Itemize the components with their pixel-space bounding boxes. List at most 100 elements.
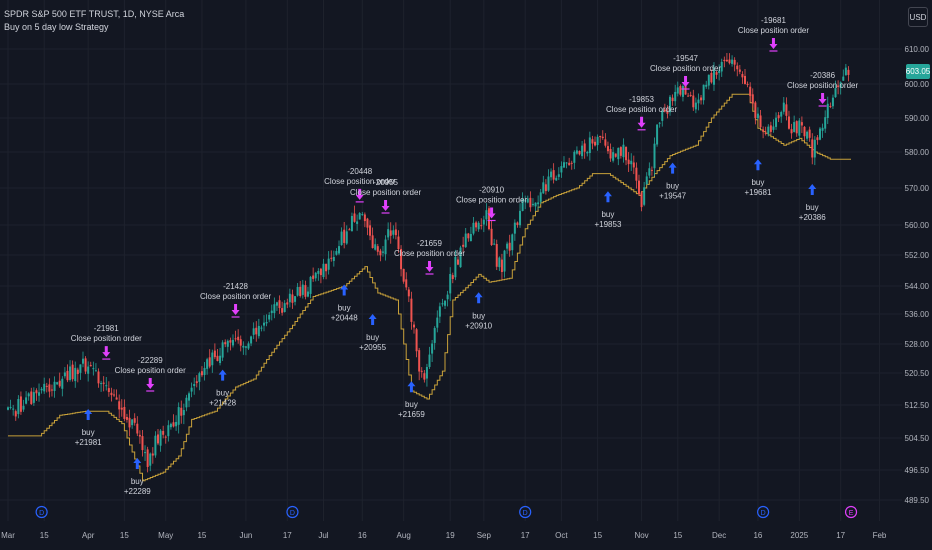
event-circle: [35, 505, 48, 519]
price-tick-label: 580.00: [905, 148, 930, 157]
candle-body: [775, 117, 778, 127]
close-quantity: -20386: [810, 71, 835, 80]
event-symbol: D: [523, 510, 528, 517]
candle: [819, 126, 822, 141]
candle-body: [560, 166, 563, 173]
candle-body: [263, 322, 266, 326]
candle: [131, 419, 134, 429]
candle: [707, 74, 710, 90]
candle: [420, 367, 423, 378]
candle-body: [694, 102, 697, 110]
candle-body: [144, 452, 147, 454]
candle-body: [671, 97, 674, 102]
candle: [50, 384, 53, 397]
price-tick-label: 560.00: [905, 221, 930, 230]
candle: [275, 301, 278, 312]
candle-body: [420, 370, 423, 372]
candle-body: [606, 146, 609, 152]
dividend-event-icon[interactable]: D: [519, 505, 532, 519]
candle: [746, 81, 749, 88]
candle-body: [84, 358, 87, 372]
currency-button[interactable]: USD: [908, 7, 928, 27]
candle-body: [728, 59, 731, 64]
candle: [764, 126, 767, 136]
candle-body: [601, 136, 604, 139]
candle: [697, 93, 700, 111]
candle: [596, 134, 599, 151]
close-label: Close position order: [606, 105, 677, 114]
candle: [594, 136, 597, 147]
candle-body: [56, 382, 59, 385]
candle-body: [839, 82, 842, 88]
close-label: Close position order: [71, 334, 142, 343]
candle: [128, 409, 131, 437]
candle: [97, 368, 100, 388]
candle-body: [304, 285, 307, 297]
candle-body: [244, 346, 247, 348]
buy-quantity: +19681: [744, 188, 771, 197]
candle-body: [480, 225, 483, 227]
candle: [7, 406, 9, 411]
candle: [369, 220, 372, 241]
candle-body: [283, 303, 286, 313]
time-axis[interactable]: Mar 15 Apr 15 May 15 Jun 17 Jul 16 Aug 19 Sep 17 Oct 15…: [1, 531, 887, 540]
candle-body: [529, 197, 532, 208]
candle: [182, 403, 185, 425]
candle-body: [118, 401, 121, 410]
candle-body: [394, 229, 397, 236]
candle-body: [58, 380, 61, 387]
candle-body: [74, 367, 77, 382]
candle-body: [666, 111, 669, 114]
price-axis[interactable]: 610.00 600.00 590.00 580.00 570.00 560.00 552.…: [902, 0, 932, 550]
candle-body: [299, 286, 302, 297]
candle-body: [462, 244, 465, 247]
buy-marker: buy+20448: [331, 284, 358, 323]
candle: [725, 52, 728, 62]
candle: [785, 97, 788, 121]
candle: [588, 131, 591, 161]
candle-body: [746, 83, 749, 85]
candle-body: [27, 393, 30, 397]
candle-body: [736, 65, 739, 70]
candle-body: [22, 405, 25, 410]
candle-body: [759, 115, 762, 128]
dividend-event-icon[interactable]: D: [286, 505, 299, 519]
candle: [715, 71, 718, 79]
candle: [487, 206, 490, 231]
candle: [712, 62, 715, 91]
candle-body: [503, 250, 506, 272]
buy-marker: buy+19853: [594, 191, 622, 229]
candle-body: [45, 385, 48, 387]
candle: [156, 428, 159, 446]
candle-body: [526, 198, 529, 203]
candle-body: [617, 147, 620, 160]
candle: [438, 302, 441, 324]
dividend-event-icon[interactable]: D: [35, 505, 48, 519]
event-symbol: D: [761, 510, 766, 517]
buy-marker: buy+21428: [209, 369, 237, 408]
candle: [741, 71, 744, 84]
dividend-event-icon[interactable]: D: [757, 505, 770, 519]
candle: [87, 361, 90, 382]
candle-body: [301, 284, 304, 295]
candle-body: [162, 430, 165, 435]
candle-body: [363, 214, 366, 222]
candle-body: [384, 239, 387, 255]
candle: [363, 212, 366, 228]
candle: [782, 97, 785, 115]
candle-body: [387, 229, 390, 238]
candle-body: [537, 202, 540, 205]
time-tick-label: 16: [358, 531, 367, 540]
buy-marker: buy+22289: [124, 458, 151, 496]
close-quantity: -20955: [373, 178, 398, 187]
close-quantity: -21659: [417, 239, 442, 248]
candle-body: [234, 338, 237, 340]
close-quantity: -21428: [223, 282, 248, 291]
candle: [653, 137, 656, 177]
earnings-event-icon[interactable]: E: [844, 505, 858, 519]
candle: [94, 363, 97, 372]
candle: [164, 435, 167, 444]
candle: [674, 84, 677, 106]
